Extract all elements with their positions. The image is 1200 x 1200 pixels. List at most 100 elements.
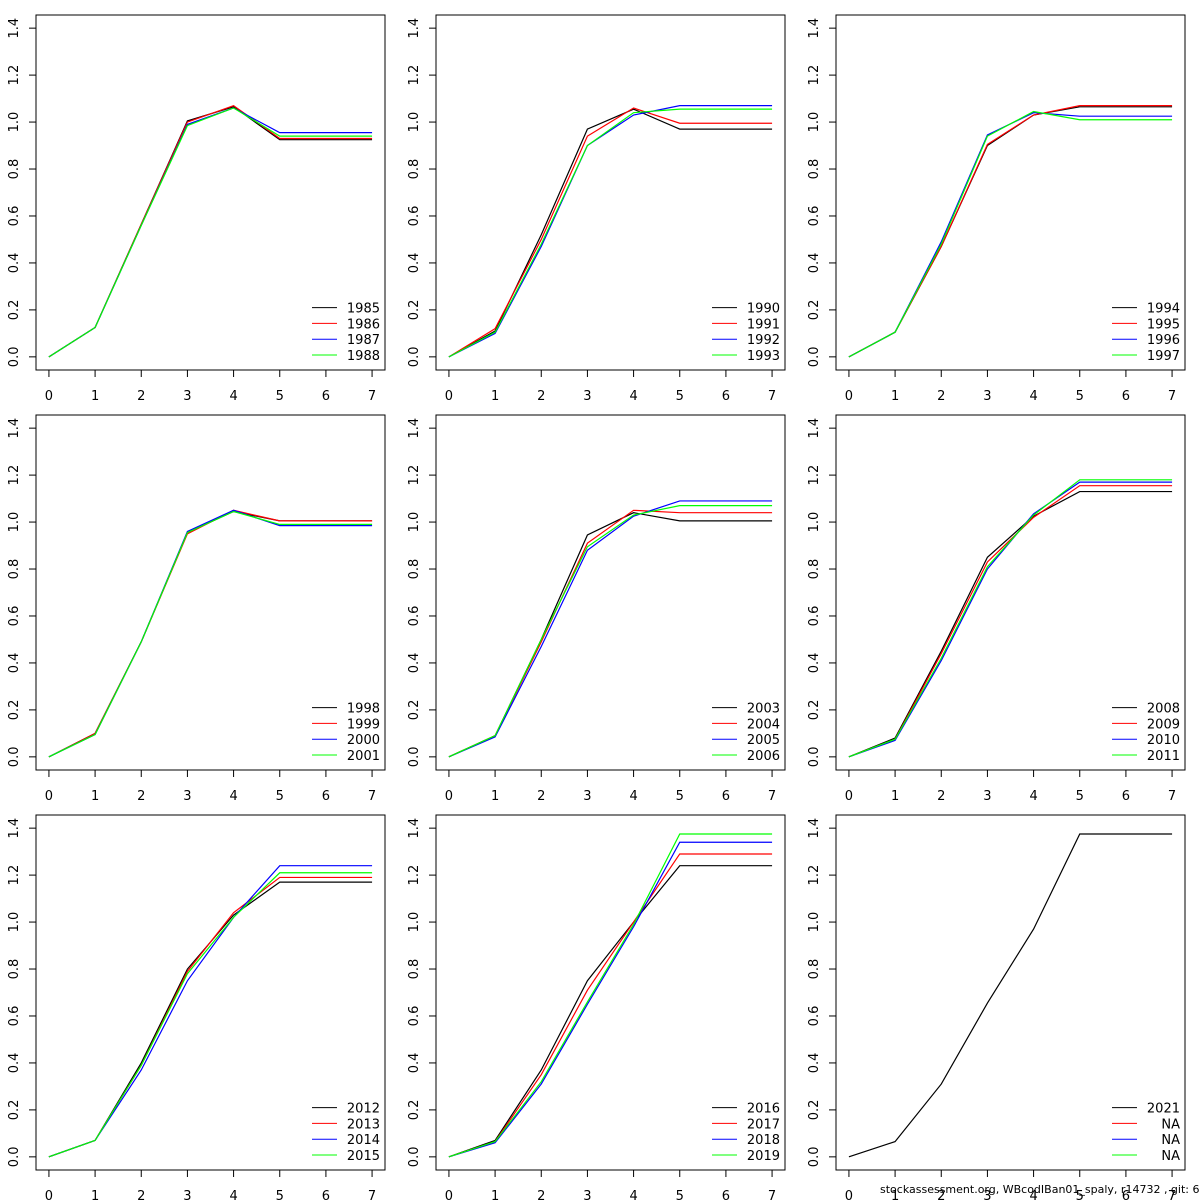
legend-label: 2008 xyxy=(1147,702,1180,717)
y-tick-label: 0.8 xyxy=(807,559,822,580)
legend-label: NA xyxy=(1161,1133,1180,1148)
x-tick-label: 1 xyxy=(491,1189,499,1200)
plot-box xyxy=(835,414,1186,771)
legend-label: 2015 xyxy=(347,1149,380,1164)
legend-label: 2011 xyxy=(1147,749,1180,764)
y-tick-label: 1.2 xyxy=(7,865,22,886)
y-tick-label: 0.4 xyxy=(407,1053,422,1074)
y-tick-label: 1.4 xyxy=(7,18,22,39)
y-tick-label: 0.2 xyxy=(7,700,22,721)
legend-label: 1991 xyxy=(747,317,780,332)
panel: 0 1 2 3 4 5 6 7 0.0 0.2 0.4 0.6 0.8 1.0 1.2 1.4 19941995… xyxy=(807,14,1186,404)
series-line xyxy=(848,106,1173,358)
x-tick-label: 4 xyxy=(629,389,637,404)
legend-label: 1993 xyxy=(747,349,780,364)
y-tick-label: 0.6 xyxy=(7,206,22,227)
series-line xyxy=(848,110,1173,358)
x-tick-label: 2 xyxy=(937,1189,945,1200)
x-tick-label: 1 xyxy=(491,389,499,404)
x-tick-label: 6 xyxy=(322,389,330,404)
y-tick-label: 0.4 xyxy=(7,1053,22,1074)
legend-label: 2001 xyxy=(347,749,380,764)
x-tick-label: 4 xyxy=(1029,389,1037,404)
y-tick-label: 0.2 xyxy=(807,700,822,721)
x-tick-label: 0 xyxy=(445,389,453,404)
series-line xyxy=(48,872,373,1158)
y-tick-label: 0.2 xyxy=(407,1100,422,1121)
x-tick-label: 5 xyxy=(1076,789,1084,804)
y-tick-label: 0.0 xyxy=(807,1147,822,1168)
y-tick-label: 1.4 xyxy=(407,818,422,839)
series-line xyxy=(448,500,773,758)
x-tick-label: 5 xyxy=(676,389,684,404)
y-tick-label: 1.2 xyxy=(807,465,822,486)
y-tick-label: 0.0 xyxy=(807,347,822,368)
panel: 0 1 2 3 4 5 6 70.00.20.40.60.81.01.21.42021NANA… xyxy=(807,814,1186,1200)
y-tick-label: 0.4 xyxy=(807,1053,822,1074)
legend-label: 2000 xyxy=(347,733,380,748)
legend-label: 2012 xyxy=(347,1102,380,1117)
x-tick-label: 7 xyxy=(768,1189,776,1200)
legend-label: 2017 xyxy=(747,1117,780,1132)
x-tick-label: 5 xyxy=(1076,1189,1084,1200)
y-tick-label: 0.6 xyxy=(407,206,422,227)
series-line xyxy=(848,833,1173,1158)
legend-label: 1998 xyxy=(347,702,380,717)
plot-box xyxy=(35,414,386,771)
y-tick-label: 1.4 xyxy=(807,18,822,39)
y-tick-label: 0.8 xyxy=(407,559,422,580)
y-tick-label: 0.0 xyxy=(7,747,22,768)
y-tick-label: 0.6 xyxy=(807,206,822,227)
legend-label: 1990 xyxy=(747,302,780,317)
x-tick-label: 2 xyxy=(537,389,545,404)
y-tick-label: 0.4 xyxy=(407,253,422,274)
y-tick-label: 0.4 xyxy=(807,253,822,274)
panel: 0 1 2 3 4 5 6 7 0.0 0.2 0.4 0.6 0.8 1.0 1.2 1.4 19901991… xyxy=(407,14,786,404)
x-tick-label: 1 xyxy=(491,789,499,804)
legend-label: 1994 xyxy=(1147,302,1180,317)
x-tick-label: 3 xyxy=(183,389,191,404)
series-line xyxy=(448,512,773,758)
x-tick-label: 5 xyxy=(1076,389,1084,404)
y-tick-label: 0.6 xyxy=(7,1006,22,1027)
legend-label: 1999 xyxy=(347,717,380,732)
y-tick-label: 0.0 xyxy=(807,747,822,768)
x-tick-label: 4 xyxy=(229,389,237,404)
x-tick-label: 4 xyxy=(629,789,637,804)
plot-box xyxy=(35,814,386,1171)
legend-label: 2003 xyxy=(747,702,780,717)
legend-label: 2018 xyxy=(747,1133,780,1148)
y-tick-label: 0.0 xyxy=(7,1147,22,1168)
y-tick-label: 1.0 xyxy=(7,512,22,533)
y-tick-label: 0.8 xyxy=(807,959,822,980)
panel: 0 1 2 3 4 5 6 7 0.0 0.2 0.4 0.6 0.8 1.0 1.2 1.4 20162017… xyxy=(407,814,786,1200)
x-tick-label: 0 xyxy=(845,1189,853,1200)
y-tick-label: 0.2 xyxy=(407,300,422,321)
plot-box xyxy=(835,814,1186,1171)
x-tick-label: 7 xyxy=(1168,789,1176,804)
x-tick-label: 1 xyxy=(91,389,99,404)
series-line xyxy=(448,105,773,358)
x-tick-label: 7 xyxy=(368,789,376,804)
x-tick-label: 2 xyxy=(937,789,945,804)
y-tick-label: 1.0 xyxy=(807,112,822,133)
series-line xyxy=(848,490,1173,758)
x-tick-label: 7 xyxy=(768,789,776,804)
series-line xyxy=(48,881,373,1158)
x-tick-label: 6 xyxy=(1122,389,1130,404)
y-tick-label: 0.4 xyxy=(407,653,422,674)
series-line xyxy=(848,112,1173,358)
series-line xyxy=(848,481,1173,758)
x-tick-label: 0 xyxy=(445,789,453,804)
series-line xyxy=(48,865,373,1158)
x-tick-label: 6 xyxy=(722,1189,730,1200)
legend-label: 1988 xyxy=(347,349,380,364)
x-tick-label: 5 xyxy=(676,1189,684,1200)
legend-label: 2004 xyxy=(747,717,780,732)
series-line xyxy=(448,505,773,758)
x-tick-label: 4 xyxy=(1029,789,1037,804)
x-tick-label: 5 xyxy=(276,389,284,404)
legend-label: 1995 xyxy=(1147,317,1180,332)
series-line xyxy=(848,105,1173,358)
